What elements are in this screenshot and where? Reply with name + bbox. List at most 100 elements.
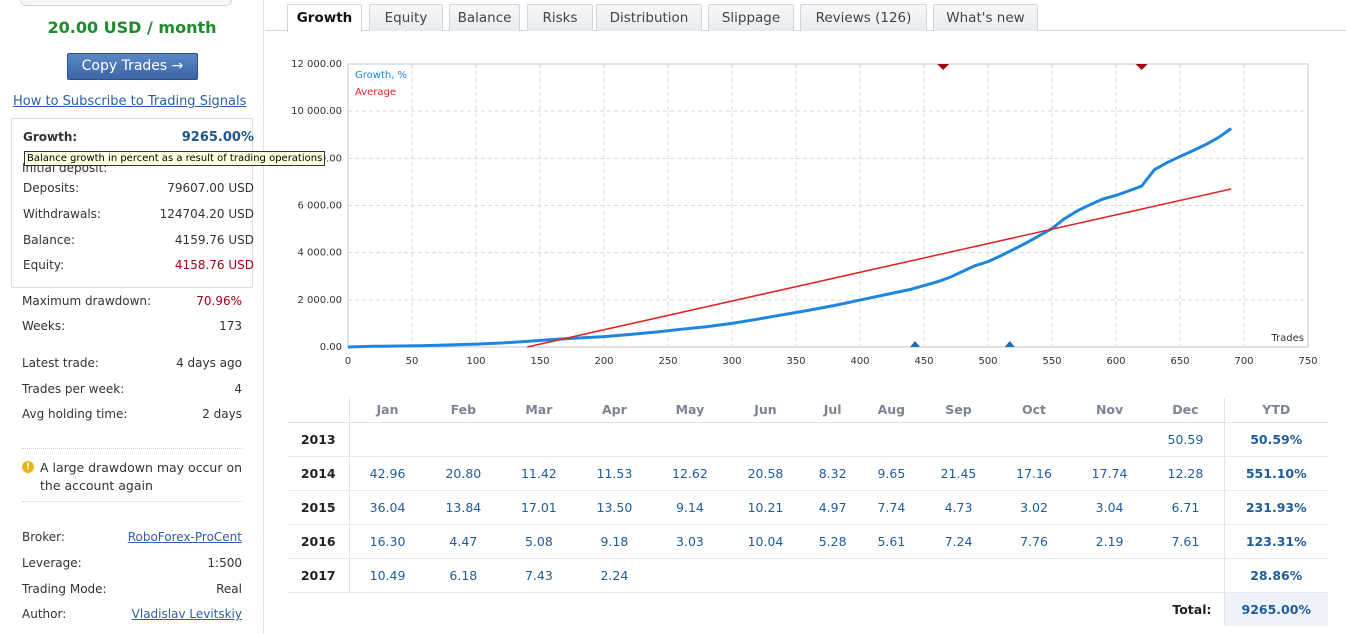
y-tick-label: 2 000.00 — [297, 295, 342, 306]
avg-holding-value: 2 days — [202, 407, 242, 421]
weeks-label: Weeks: — [22, 319, 66, 333]
month-value-cell[interactable]: 12.62 — [652, 456, 728, 491]
month-value-cell[interactable]: 7.61 — [1147, 524, 1224, 559]
total-value: 9265.00% — [1223, 592, 1328, 626]
month-value-cell[interactable]: 42.96 — [349, 456, 426, 491]
month-value-cell[interactable]: 21.45 — [920, 456, 997, 491]
x-tick-label: 450 — [914, 356, 933, 367]
tab-whats-new[interactable]: What's new — [933, 4, 1038, 31]
leverage-label: Leverage: — [22, 556, 82, 570]
month-value-cell[interactable]: 36.04 — [349, 490, 426, 525]
table-row: 2015 36.04 13.84 17.01 13.50 9.14 10.21 4.97 7.7… — [288, 490, 1328, 525]
year-cell: 2016 — [288, 524, 350, 559]
month-value-cell[interactable]: 8.32 — [803, 456, 862, 491]
x-tick-label: 50 — [406, 356, 419, 367]
month-value-cell — [349, 422, 426, 457]
month-value-cell[interactable]: 17.16 — [996, 456, 1072, 491]
month-value-cell[interactable]: 5.08 — [501, 524, 577, 559]
x-tick-label: 300 — [722, 356, 741, 367]
balance-label: Balance: — [23, 233, 75, 247]
month-value-cell — [1147, 558, 1224, 593]
avg-holding-stat: Avg holding time: 2 days — [22, 407, 242, 423]
month-value-cell[interactable]: 13.50 — [576, 490, 653, 525]
month-value-cell[interactable]: 50.59 — [1147, 422, 1224, 457]
tab-distribution[interactable]: Distribution — [596, 4, 702, 31]
month-value-cell[interactable]: 10.49 — [349, 558, 426, 593]
month-value-cell[interactable]: 9.65 — [861, 456, 921, 491]
signal-sidebar: 20.00 USD / month Copy Trades → How to S… — [0, 0, 326, 634]
x-tick-label: 600 — [1106, 356, 1125, 367]
ytd-cell[interactable]: 50.59% — [1223, 422, 1328, 457]
copy-trades-button[interactable]: Copy Trades → — [67, 53, 198, 80]
month-value-cell — [803, 422, 862, 457]
month-value-cell[interactable]: 5.28 — [803, 524, 862, 559]
month-header: Sep — [920, 398, 997, 423]
how-to-subscribe-link[interactable]: How to Subscribe to Trading Signals — [13, 94, 247, 109]
ytd-cell[interactable]: 231.93% — [1223, 490, 1328, 525]
tab-slippage[interactable]: Slippage — [708, 4, 794, 31]
month-value-cell[interactable]: 7.74 — [861, 490, 921, 525]
y-tick-label: 0.00 — [320, 342, 342, 353]
ytd-cell[interactable]: 28.86% — [1223, 558, 1328, 593]
tab-balance[interactable]: Balance — [449, 4, 520, 31]
deposits-label: Deposits: — [23, 181, 80, 195]
month-value-cell[interactable]: 7.76 — [996, 524, 1072, 559]
month-value-cell[interactable]: 4.97 — [803, 490, 862, 525]
year-cell: 2014 — [288, 456, 350, 491]
month-value-cell[interactable]: 9.18 — [576, 524, 653, 559]
month-value-cell — [1071, 558, 1148, 593]
month-value-cell[interactable]: 2.24 — [576, 558, 653, 593]
month-value-cell[interactable]: 6.18 — [425, 558, 502, 593]
month-header: Oct — [996, 398, 1072, 423]
month-value-cell[interactable]: 20.80 — [425, 456, 502, 491]
month-value-cell[interactable]: 2.19 — [1071, 524, 1148, 559]
month-value-cell[interactable]: 17.01 — [501, 490, 577, 525]
month-value-cell[interactable]: 12.28 — [1147, 456, 1224, 491]
month-value-cell[interactable]: 11.42 — [501, 456, 577, 491]
year-cell: 2017 — [288, 558, 350, 593]
month-value-cell[interactable]: 4.73 — [920, 490, 997, 525]
month-value-cell[interactable]: 10.21 — [727, 490, 804, 525]
month-header: Mar — [501, 398, 577, 423]
month-value-cell[interactable]: 3.02 — [996, 490, 1072, 525]
max-drawdown-stat: Maximum drawdown: 70.96% — [22, 294, 242, 310]
tab-risks[interactable]: Risks — [527, 4, 593, 31]
month-value-cell[interactable]: 9.14 — [652, 490, 728, 525]
month-value-cell[interactable]: 5.61 — [861, 524, 921, 559]
month-value-cell[interactable]: 20.58 — [727, 456, 804, 491]
month-value-cell[interactable]: 6.71 — [1147, 490, 1224, 525]
tab-reviews[interactable]: Reviews (126) — [800, 4, 927, 31]
equity-value: 4158.76 USD — [174, 258, 254, 272]
month-value-cell[interactable]: 11.53 — [576, 456, 653, 491]
total-row: Total: 9265.00% — [288, 592, 1328, 626]
tab-equity[interactable]: Equity — [369, 4, 443, 31]
trading-mode-value: Real — [216, 582, 242, 596]
broker-link[interactable]: RoboForex-ProCent — [127, 530, 242, 544]
month-value-cell — [727, 558, 804, 593]
broker-label: Broker: — [22, 530, 65, 544]
month-value-cell[interactable]: 4.47 — [425, 524, 502, 559]
month-value-cell[interactable]: 13.84 — [425, 490, 502, 525]
month-value-cell[interactable]: 3.03 — [652, 524, 728, 559]
balance-value: 4159.76 USD — [174, 233, 254, 247]
author-link[interactable]: Vladislav Levitskiy — [131, 607, 242, 621]
divider — [22, 448, 242, 449]
month-value-cell[interactable]: 3.04 — [1071, 490, 1148, 525]
latest-trade-value: 4 days ago — [176, 356, 242, 370]
leverage-value: 1:500 — [207, 556, 242, 570]
x-tick-label: 750 — [1298, 356, 1317, 367]
x-axis-label: Trades — [1270, 333, 1304, 344]
month-value-cell[interactable]: 16.30 — [349, 524, 426, 559]
ytd-cell[interactable]: 551.10% — [1223, 456, 1328, 491]
ytd-cell[interactable]: 123.31% — [1223, 524, 1328, 559]
month-value-cell — [576, 422, 653, 457]
month-value-cell[interactable]: 10.04 — [727, 524, 804, 559]
growth-label: Growth: — [23, 130, 78, 144]
month-value-cell[interactable]: 7.24 — [920, 524, 997, 559]
month-value-cell[interactable]: 17.74 — [1071, 456, 1148, 491]
tab-growth[interactable]: Growth — [287, 4, 362, 32]
month-header: Jul — [803, 398, 862, 423]
growth-stat[interactable]: Growth: 9265.00% — [23, 130, 254, 146]
month-value-cell[interactable]: 7.43 — [501, 558, 577, 593]
month-header: Aug — [861, 398, 921, 423]
